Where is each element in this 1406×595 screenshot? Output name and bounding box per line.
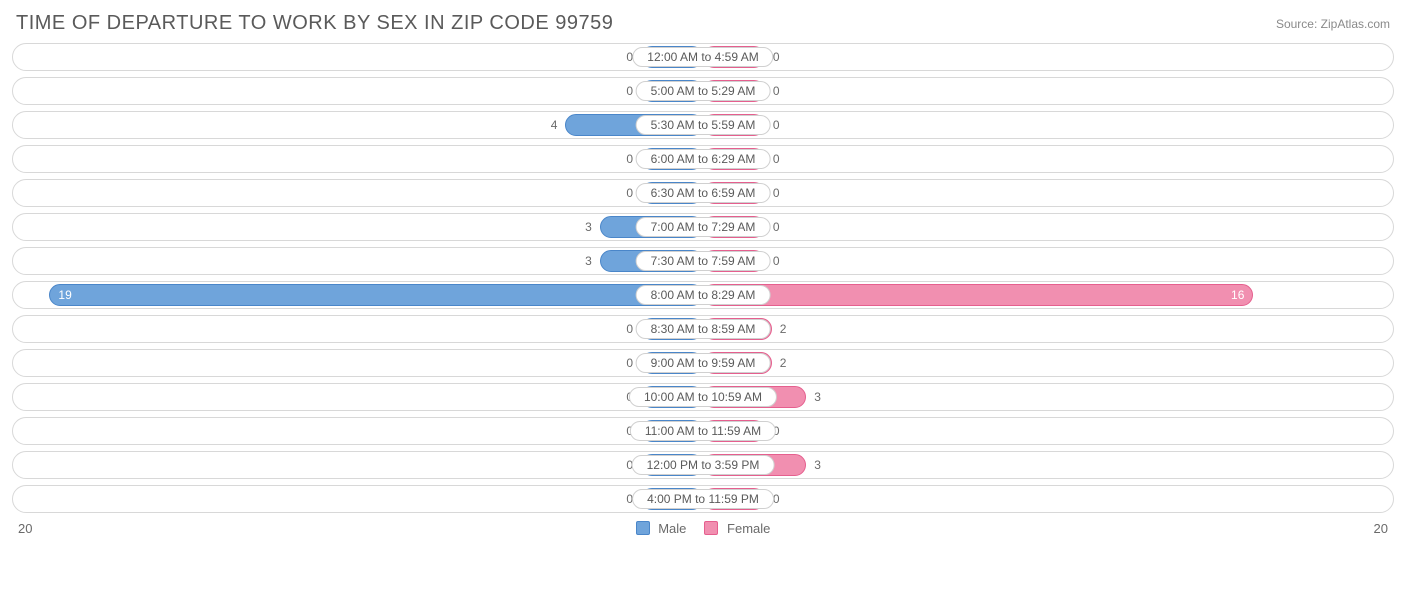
chart-row: 307:00 AM to 7:29 AM xyxy=(12,213,1394,241)
chart-row: 0312:00 PM to 3:59 PM xyxy=(12,451,1394,479)
time-range-label: 6:30 AM to 6:59 AM xyxy=(636,183,771,203)
time-range-label: 7:00 AM to 7:29 AM xyxy=(636,217,771,237)
male-value-label: 4 xyxy=(543,118,566,132)
time-range-label: 8:30 AM to 8:59 AM xyxy=(636,319,771,339)
legend-female-label: Female xyxy=(727,521,770,536)
chart-row: 19 16 8:00 AM to 8:29 AM xyxy=(12,281,1394,309)
female-value-label: 16 xyxy=(1231,288,1244,302)
chart-row: 0310:00 AM to 10:59 AM xyxy=(12,383,1394,411)
female-value-label: 2 xyxy=(772,356,795,370)
legend-female: Female xyxy=(704,521,770,536)
chart-row: 004:00 PM to 11:59 PM xyxy=(12,485,1394,513)
chart-title: TIME OF DEPARTURE TO WORK BY SEX IN ZIP … xyxy=(16,12,613,35)
legend: Male Female xyxy=(636,521,771,536)
axis-right-max: 20 xyxy=(1374,521,1388,536)
chart-row: 0011:00 AM to 11:59 AM xyxy=(12,417,1394,445)
legend-male-label: Male xyxy=(658,521,686,536)
chart-row: 006:30 AM to 6:59 AM xyxy=(12,179,1394,207)
chart-row: 029:00 AM to 9:59 AM xyxy=(12,349,1394,377)
time-range-label: 5:00 AM to 5:29 AM xyxy=(636,81,771,101)
time-range-label: 6:00 AM to 6:29 AM xyxy=(636,149,771,169)
male-swatch-icon xyxy=(636,521,650,535)
male-value-label: 3 xyxy=(577,254,600,268)
time-range-label: 10:00 AM to 10:59 AM xyxy=(629,387,777,407)
time-range-label: 4:00 PM to 11:59 PM xyxy=(632,489,774,509)
axis-left-max: 20 xyxy=(18,521,32,536)
time-range-label: 12:00 PM to 3:59 PM xyxy=(632,455,775,475)
male-value-label: 3 xyxy=(577,220,600,234)
time-range-label: 5:30 AM to 5:59 AM xyxy=(636,115,771,135)
male-bar: 19 xyxy=(49,284,703,306)
time-range-label: 12:00 AM to 4:59 AM xyxy=(632,47,773,67)
time-range-label: 7:30 AM to 7:59 AM xyxy=(636,251,771,271)
female-value-label: 2 xyxy=(772,322,795,336)
female-value-label: 3 xyxy=(806,390,829,404)
female-bar: 16 xyxy=(703,284,1253,306)
chart-area: 0012:00 AM to 4:59 AM 005:00 AM to 5:29 A… xyxy=(8,43,1398,513)
chart-row: 307:30 AM to 7:59 AM xyxy=(12,247,1394,275)
chart-row: 028:30 AM to 8:59 AM xyxy=(12,315,1394,343)
legend-male: Male xyxy=(636,521,687,536)
time-range-label: 9:00 AM to 9:59 AM xyxy=(636,353,771,373)
female-swatch-icon xyxy=(704,521,718,535)
chart-row: 0012:00 AM to 4:59 AM xyxy=(12,43,1394,71)
chart-row: 006:00 AM to 6:29 AM xyxy=(12,145,1394,173)
source-attribution: Source: ZipAtlas.com xyxy=(1276,17,1390,31)
male-value-label: 19 xyxy=(58,288,71,302)
chart-row: 405:30 AM to 5:59 AM xyxy=(12,111,1394,139)
chart-row: 005:00 AM to 5:29 AM xyxy=(12,77,1394,105)
time-range-label: 8:00 AM to 8:29 AM xyxy=(636,285,771,305)
female-value-label: 3 xyxy=(806,458,829,472)
time-range-label: 11:00 AM to 11:59 AM xyxy=(630,421,776,441)
